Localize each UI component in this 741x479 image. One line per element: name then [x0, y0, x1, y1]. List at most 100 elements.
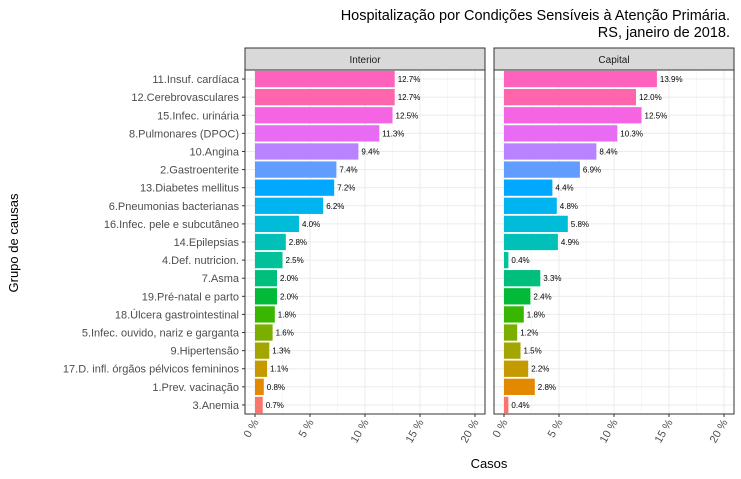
x-tick-label: 5 %: [546, 417, 566, 440]
bar: [255, 251, 283, 269]
data-label: 0.4%: [511, 256, 529, 265]
data-label: 12.0%: [639, 93, 662, 102]
bar: [255, 215, 299, 233]
panel-capital: Capital 13.9% 12.0% 12.5%10.3%8.4% 6.9% 4.4% 4…: [491, 47, 735, 445]
bar: [255, 179, 335, 196]
bar: [504, 107, 642, 124]
x-tick-label: 0 %: [242, 417, 262, 440]
data-label: 7.2%: [337, 184, 355, 193]
x-tick-label: 20 %: [708, 417, 731, 445]
chart-title-line-2: RS, janeiro de 2018.: [598, 25, 730, 41]
data-label: 10.3%: [620, 129, 643, 138]
data-label: 0.8%: [267, 383, 285, 392]
bar: [504, 197, 557, 214]
data-label: 7.4%: [339, 166, 357, 175]
category-label: 15.Infec. urinária: [157, 110, 240, 122]
x-tick-label: 20 %: [459, 417, 482, 445]
bar: [504, 342, 521, 359]
category-label: 11.Insuf. cardíaca: [152, 74, 240, 86]
bar: [255, 89, 395, 106]
data-label: 11.3%: [382, 129, 404, 138]
data-label: 12.7%: [398, 75, 421, 84]
category-label: 7.Asma: [202, 273, 240, 285]
data-label: 1.8%: [278, 310, 296, 319]
data-label: 8.4%: [599, 147, 617, 156]
data-label: 2.4%: [533, 292, 551, 301]
data-label: 6.9%: [583, 166, 601, 175]
bar: [504, 396, 509, 414]
x-tick-label: 15 %: [404, 417, 427, 445]
category-label: 13.Diabetes mellitus: [140, 183, 240, 195]
x-tick-label: 10 %: [349, 417, 372, 445]
data-label: 9.4%: [361, 147, 379, 156]
data-label: 1.1%: [270, 365, 288, 374]
data-label: 0.7%: [266, 401, 284, 410]
data-label: 4.9%: [561, 238, 579, 247]
category-label: 16.Infec. pele e subcutâneo: [104, 219, 239, 231]
bar: [504, 251, 509, 269]
bar: [504, 233, 558, 251]
bar: [255, 378, 264, 395]
y-axis-title: Grupo de causas: [6, 193, 21, 293]
bar: [255, 342, 270, 359]
data-label: 12.5%: [396, 111, 419, 120]
x-tick-label: 15 %: [653, 417, 676, 445]
category-label: 9.Hipertensão: [171, 346, 240, 358]
bar: [504, 179, 553, 196]
data-label: 5.8%: [571, 220, 589, 229]
bar: [255, 324, 273, 341]
bar: [504, 288, 531, 305]
bar: [255, 288, 277, 305]
bar: [255, 396, 263, 414]
category-label: 14.Epilepsias: [174, 237, 240, 249]
category-label: 2.Gastroenterite: [160, 165, 239, 177]
data-label: 2.8%: [538, 383, 556, 392]
bar: [255, 197, 324, 214]
data-label: 13.9%: [660, 75, 683, 84]
data-label: 6.2%: [326, 202, 344, 211]
bar: [255, 70, 395, 88]
x-tick-label: 10 %: [598, 417, 621, 445]
bar: [504, 70, 657, 88]
data-label: 12.7%: [398, 93, 421, 102]
data-label: 4.0%: [302, 220, 320, 229]
category-label: 17.D. infl. órgãos pélvicos femininos: [63, 364, 240, 376]
bar: [255, 306, 275, 323]
x-tick-label: 0 %: [491, 417, 511, 440]
bar: [255, 107, 393, 124]
bar: [504, 378, 535, 395]
bar: [504, 161, 580, 178]
category-label: 4.Def. nutricion.: [162, 255, 239, 267]
category-label: 18.Úlcera gastrointestinal: [115, 308, 239, 321]
category-label: 8.Pulmonares (DPOC): [129, 128, 239, 140]
facet-strip-label: Interior: [349, 55, 381, 66]
category-label: 6.Pneumonias bacterianas: [109, 201, 240, 213]
bar: [504, 125, 618, 142]
data-label: 12.5%: [645, 111, 668, 120]
category-label: 1.Prev. vacinação: [152, 382, 239, 394]
x-tick-label: 5 %: [297, 417, 317, 440]
data-label: 4.8%: [560, 202, 578, 211]
bar: [255, 270, 277, 287]
data-label: 1.3%: [272, 347, 290, 356]
bar: [504, 306, 524, 323]
data-label: 2.5%: [286, 256, 304, 265]
data-label: 1.6%: [276, 329, 294, 338]
bar: [255, 143, 359, 160]
panel-interior: Interior 12.7% 12.7% 12.5% 11.3%9.4% 7.4% 7.2%…: [242, 47, 486, 445]
bar: [504, 360, 529, 377]
data-label: 1.2%: [520, 329, 538, 338]
data-label: 0.4%: [511, 401, 529, 410]
bar: [504, 215, 568, 233]
data-label: 2.0%: [280, 292, 298, 301]
data-label: 3.3%: [543, 274, 561, 283]
bar: [255, 125, 380, 142]
chart-title-line-1: Hospitalização por Condições Sensíveis à…: [341, 8, 730, 24]
data-label: 1.5%: [524, 347, 542, 356]
bar: [255, 360, 268, 377]
facet-strip-label: Capital: [598, 55, 629, 66]
data-label: 2.0%: [280, 274, 298, 283]
data-label: 1.8%: [527, 310, 545, 319]
category-label: 3.Anemia: [193, 400, 240, 412]
